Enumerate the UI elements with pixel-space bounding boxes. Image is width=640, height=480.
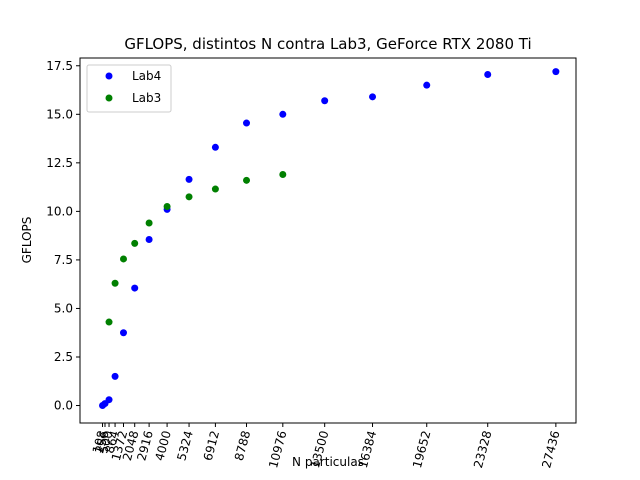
x-tick-label: 256 [92, 429, 111, 455]
legend-marker-lab4 [105, 72, 113, 80]
point-lab4 [369, 93, 377, 101]
point-lab4 [423, 81, 431, 89]
point-lab4 [279, 110, 287, 118]
data-points [99, 68, 560, 410]
point-lab4 [111, 372, 119, 380]
y-axis-title: GFLOPS [20, 217, 34, 264]
point-lab3 [243, 176, 251, 184]
point-lab4 [185, 175, 193, 183]
point-lab4 [321, 97, 329, 105]
legend-label-lab3: Lab3 [132, 91, 161, 105]
x-tick-label: 108 [90, 429, 109, 455]
point-lab4 [145, 236, 153, 244]
y-tick-label: 17.5 [46, 59, 73, 73]
y-axis-ticks: 0.0 2.5 5.0 7.5 10.0 12.5 15.0 17.5 [46, 59, 80, 413]
x-axis-title: N particulas [292, 455, 364, 469]
legend: Lab4 Lab3 [86, 64, 172, 113]
legend-marker-lab3 [105, 94, 113, 102]
point-lab4 [552, 68, 560, 76]
y-tick-label: 0.0 [54, 399, 73, 413]
point-lab3 [119, 255, 127, 263]
point-lab4 [484, 71, 492, 79]
point-lab3 [105, 318, 113, 326]
y-tick-label: 12.5 [46, 156, 73, 170]
point-lab4 [105, 396, 113, 404]
point-lab3 [163, 203, 171, 211]
point-lab4 [243, 119, 251, 127]
y-tick-label: 7.5 [54, 253, 73, 267]
y-tick-label: 2.5 [54, 350, 73, 364]
point-lab4 [119, 329, 127, 337]
x-tick-label: 864 [102, 429, 121, 455]
chart-title: GFLOPS, distintos N contra Lab3, GeForce… [124, 35, 531, 53]
point-lab4 [131, 284, 139, 292]
y-tick-label: 10.0 [46, 204, 73, 218]
point-lab3 [279, 170, 287, 178]
x-tick-label: 500 [96, 429, 115, 455]
point-lab3 [131, 239, 139, 247]
legend-label-lab4: Lab4 [132, 69, 161, 83]
point-lab3 [211, 185, 219, 193]
y-tick-label: 5.0 [54, 301, 73, 315]
point-lab3 [145, 219, 153, 227]
y-tick-label: 15.0 [46, 107, 73, 121]
plot-frame [79, 57, 577, 424]
point-lab3 [111, 279, 119, 287]
point-lab3 [185, 193, 193, 201]
point-lab4 [211, 143, 219, 151]
